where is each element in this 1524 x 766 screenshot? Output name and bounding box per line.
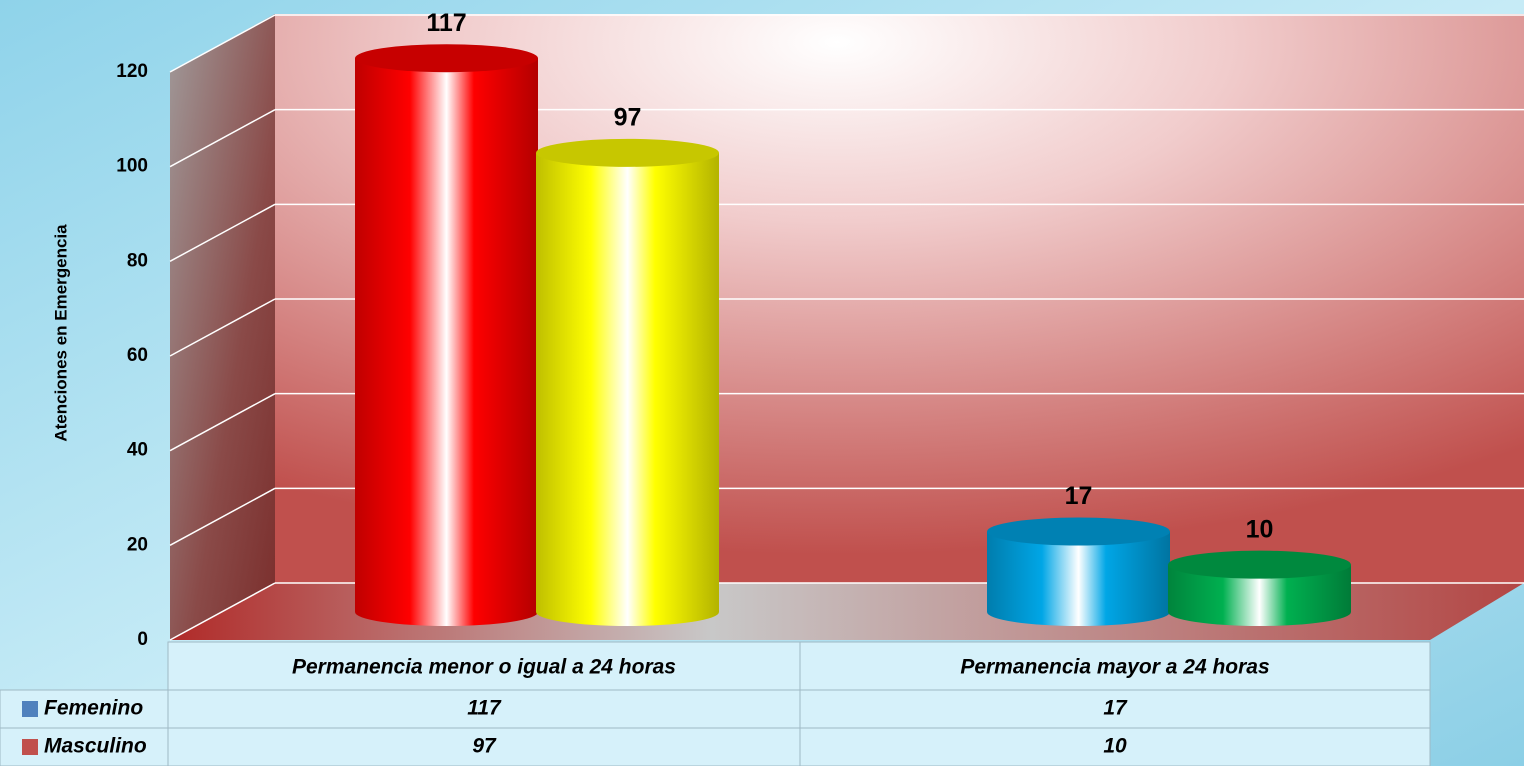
legend-key xyxy=(22,739,38,755)
grid-line xyxy=(169,109,276,168)
y-tick-label: 100 xyxy=(116,156,148,177)
data-label: 10 xyxy=(1246,515,1274,543)
legend-label: Femenino xyxy=(44,697,143,720)
table-value: 97 xyxy=(472,735,497,758)
y-tick-label: 20 xyxy=(127,534,148,555)
bar xyxy=(1168,564,1351,626)
grid-line xyxy=(169,298,276,357)
grid-line xyxy=(169,203,276,262)
y-axis-label: Atenciones en Emergencia xyxy=(51,224,70,442)
table-value: 117 xyxy=(467,697,502,720)
y-tick-label: 40 xyxy=(127,440,148,461)
bar xyxy=(536,152,719,626)
y-tick-label: 0 xyxy=(137,629,148,650)
grid-line xyxy=(169,393,276,452)
y-tick-label: 120 xyxy=(116,61,148,82)
legend-key xyxy=(22,701,38,717)
data-label: 97 xyxy=(614,103,642,131)
bar-top xyxy=(1168,550,1351,579)
bar-top xyxy=(536,138,719,167)
table-value: 17 xyxy=(1103,697,1128,720)
x-tick-label: Permanencia menor o igual a 24 horas xyxy=(292,656,676,679)
data-label: 117 xyxy=(426,9,466,37)
legend-label: Masculino xyxy=(44,735,147,758)
bar xyxy=(354,58,538,626)
table-value: 10 xyxy=(1103,735,1127,758)
bar xyxy=(987,531,1170,626)
bar-top xyxy=(355,44,538,73)
grid-line xyxy=(169,582,276,641)
data-label: 17 xyxy=(1065,482,1093,510)
y-tick-label: 60 xyxy=(127,345,148,366)
data-table: Permanencia menor o igual a 24 horas Perm… xyxy=(0,641,1431,766)
x-tick-label: Permanencia mayor a 24 horas xyxy=(960,656,1269,679)
grid-line xyxy=(169,487,276,546)
grid-line xyxy=(169,14,276,73)
y-tick-label: 80 xyxy=(127,250,148,271)
bar-top xyxy=(987,517,1170,546)
